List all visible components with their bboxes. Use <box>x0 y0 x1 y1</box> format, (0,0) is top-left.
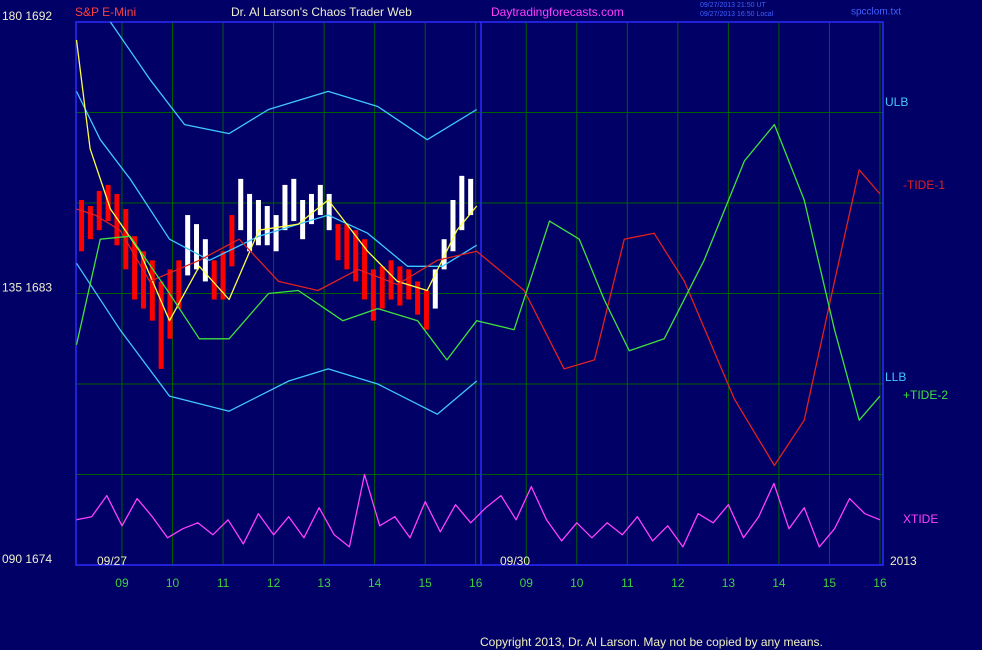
price-bar <box>140 251 146 309</box>
price-bar <box>158 281 164 369</box>
price-bar <box>211 260 217 300</box>
y-tick-label: 135 1683 <box>2 281 52 295</box>
price-bar <box>273 215 279 252</box>
price-bar <box>432 269 438 309</box>
series-label: ULB <box>885 95 908 109</box>
price-bar <box>149 260 155 321</box>
x-tick-label: 11 <box>217 576 230 590</box>
price-bar <box>441 239 447 270</box>
price-bar <box>459 175 465 231</box>
grid <box>76 22 883 565</box>
price-bar <box>344 224 350 270</box>
price-bar <box>423 290 429 330</box>
x-tick-label: 16 <box>469 576 483 590</box>
file-name: spcclom.txt <box>851 7 901 18</box>
price-bar <box>114 193 120 246</box>
price-bar <box>255 199 261 246</box>
price-bar <box>79 199 85 252</box>
x-tick-label: 10 <box>166 576 180 590</box>
x-tick-label: 15 <box>823 576 837 590</box>
series-label: XTIDE <box>903 512 938 526</box>
date-label: 2013 <box>890 554 917 568</box>
price-bar <box>220 251 226 300</box>
series-line <box>75 123 881 421</box>
price-bar <box>87 206 93 240</box>
x-tick-label: 10 <box>570 576 584 590</box>
series-line <box>109 21 478 141</box>
brand: S&P E-Mini <box>75 5 136 19</box>
copyright: Copyright 2013, Dr. Al Larson. May not b… <box>480 635 823 649</box>
x-tick-label: 15 <box>418 576 432 590</box>
x-tick-label: 12 <box>671 576 685 590</box>
price-bar <box>282 184 288 231</box>
price-bar <box>202 239 208 282</box>
series-line <box>76 473 881 548</box>
x-tick-label: 12 <box>267 576 281 590</box>
y-tick-label: 090 1674 <box>2 552 52 566</box>
price-bar <box>96 190 102 231</box>
price-bar <box>291 178 297 222</box>
price-bar <box>264 206 270 246</box>
price-bar <box>229 215 235 267</box>
price-bar <box>397 266 403 306</box>
price-bar <box>176 260 182 309</box>
price-bar <box>450 199 456 252</box>
x-tick-label: 11 <box>621 576 634 590</box>
price-bar <box>353 230 359 282</box>
price-bar <box>247 193 253 252</box>
price-bar <box>468 178 474 216</box>
price-bar <box>379 266 385 309</box>
price-bar <box>132 236 138 300</box>
price-bar <box>238 178 244 231</box>
series-label: +TIDE-2 <box>903 388 948 402</box>
price-bar <box>317 184 323 216</box>
price-bar <box>370 269 376 321</box>
page-title: Dr. Al Larson's Chaos Trader Web <box>231 5 412 19</box>
x-tick-label: 16 <box>873 576 887 590</box>
series-line <box>75 262 478 415</box>
x-tick-label: 13 <box>722 576 736 590</box>
price-bar <box>300 199 306 240</box>
price-bar <box>167 269 173 339</box>
marks <box>75 21 881 548</box>
series-line <box>75 40 478 322</box>
timestamp-ut: 09/27/2013 21:50 UT <box>700 2 766 9</box>
timestamp-local: 09/27/2013 16:50 Local <box>700 11 774 18</box>
x-tick-label: 09 <box>115 576 129 590</box>
x-tick-label: 09 <box>520 576 534 590</box>
x-tick-label: 14 <box>772 576 786 590</box>
plot-border <box>75 21 884 566</box>
price-bar <box>415 281 421 315</box>
price-bar <box>388 260 394 300</box>
price-bar <box>335 224 341 261</box>
x-tick-label: 13 <box>317 576 331 590</box>
date-label: 09/30 <box>500 554 530 568</box>
site: Daytradingforecasts.com <box>491 5 624 19</box>
price-bar <box>362 239 368 300</box>
price-bar <box>185 215 191 276</box>
price-bar <box>194 224 200 270</box>
series-label: LLB <box>885 370 906 384</box>
price-bar <box>308 193 314 225</box>
series-label: -TIDE-1 <box>903 178 945 192</box>
y-tick-label: 180 1692 <box>2 9 52 23</box>
x-tick-label: 14 <box>368 576 382 590</box>
series-line <box>76 169 881 467</box>
price-bar <box>326 193 332 231</box>
date-label: 09/27 <box>97 554 127 568</box>
series-line <box>75 91 478 267</box>
